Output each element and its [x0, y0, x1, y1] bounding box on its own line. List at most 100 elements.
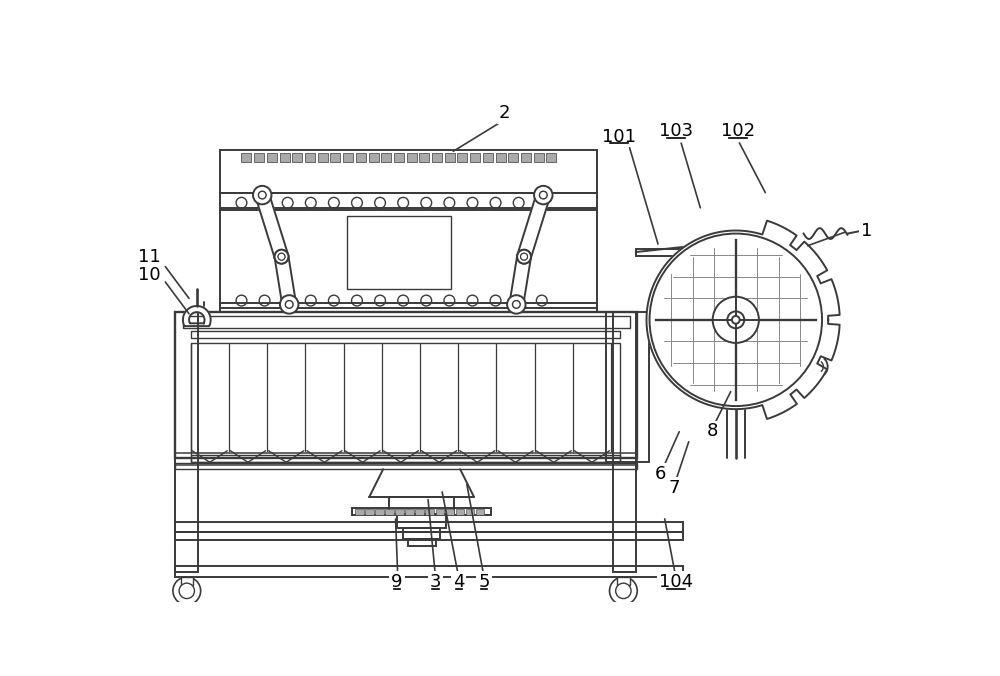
Bar: [397, 514, 446, 528]
Bar: [220, 193, 597, 210]
Circle shape: [507, 295, 526, 314]
Circle shape: [509, 297, 523, 312]
Text: 104: 104: [659, 573, 693, 591]
Bar: [191, 343, 620, 462]
Circle shape: [540, 191, 547, 199]
Bar: [175, 312, 198, 531]
Text: 101: 101: [602, 128, 636, 145]
Bar: [445, 153, 455, 162]
Bar: [220, 303, 597, 312]
Bar: [395, 509, 404, 515]
Circle shape: [513, 301, 520, 308]
Bar: [375, 509, 384, 515]
Bar: [175, 312, 637, 458]
Circle shape: [517, 249, 531, 264]
Circle shape: [253, 186, 271, 204]
Bar: [356, 153, 366, 162]
Bar: [267, 153, 277, 162]
Bar: [191, 331, 620, 337]
Circle shape: [616, 583, 631, 598]
Circle shape: [521, 254, 528, 260]
Polygon shape: [256, 193, 288, 259]
Bar: [292, 153, 302, 162]
Bar: [457, 153, 467, 162]
Bar: [181, 577, 193, 585]
Circle shape: [275, 249, 288, 264]
Polygon shape: [183, 306, 211, 326]
Bar: [496, 153, 506, 162]
Bar: [521, 153, 531, 162]
Bar: [175, 532, 198, 573]
Bar: [318, 153, 328, 162]
Bar: [617, 577, 630, 585]
Bar: [330, 153, 340, 162]
Circle shape: [539, 191, 547, 199]
Bar: [415, 509, 424, 515]
Circle shape: [713, 297, 759, 343]
Polygon shape: [275, 256, 296, 306]
Bar: [220, 208, 597, 308]
Bar: [305, 153, 315, 162]
Circle shape: [275, 249, 288, 264]
Circle shape: [521, 254, 528, 260]
Bar: [432, 153, 442, 162]
Bar: [381, 153, 391, 162]
Circle shape: [536, 188, 550, 202]
Bar: [352, 508, 491, 515]
Bar: [254, 153, 264, 162]
Bar: [175, 532, 683, 540]
Text: 11: 11: [138, 247, 160, 266]
Circle shape: [179, 583, 194, 598]
Text: 6: 6: [655, 465, 666, 483]
Text: 1: 1: [861, 222, 872, 240]
Polygon shape: [646, 220, 840, 419]
Circle shape: [278, 254, 285, 260]
Text: 3: 3: [430, 573, 441, 591]
Bar: [280, 153, 290, 162]
Polygon shape: [510, 256, 531, 306]
Bar: [425, 509, 434, 515]
Bar: [175, 522, 683, 532]
Text: 103: 103: [659, 122, 693, 140]
Text: 9: 9: [391, 573, 403, 591]
Bar: [389, 497, 454, 514]
Text: 7: 7: [668, 479, 680, 497]
Circle shape: [732, 316, 740, 324]
Bar: [470, 153, 480, 162]
Circle shape: [513, 301, 520, 308]
Bar: [456, 509, 464, 515]
Bar: [613, 312, 636, 531]
Bar: [407, 153, 417, 162]
Bar: [347, 216, 451, 289]
Bar: [175, 566, 683, 577]
Bar: [365, 509, 374, 515]
Circle shape: [255, 188, 269, 202]
Circle shape: [286, 301, 293, 308]
Text: 2: 2: [499, 105, 511, 122]
Bar: [220, 151, 597, 193]
Bar: [446, 509, 454, 515]
Text: 5: 5: [478, 573, 490, 591]
Circle shape: [285, 301, 293, 308]
Bar: [403, 528, 440, 539]
Bar: [606, 312, 649, 462]
Bar: [191, 454, 620, 462]
Text: 4: 4: [453, 573, 464, 591]
Bar: [183, 316, 630, 327]
Circle shape: [610, 577, 637, 605]
Bar: [476, 509, 484, 515]
Circle shape: [280, 295, 298, 314]
Circle shape: [517, 249, 531, 264]
Text: 8: 8: [707, 422, 718, 441]
Circle shape: [727, 312, 744, 329]
Circle shape: [173, 577, 201, 605]
Bar: [483, 153, 493, 162]
Bar: [241, 153, 251, 162]
Bar: [408, 539, 436, 546]
Bar: [394, 153, 404, 162]
Bar: [419, 153, 429, 162]
Circle shape: [534, 186, 553, 204]
Bar: [534, 153, 544, 162]
Bar: [636, 249, 680, 256]
Circle shape: [278, 254, 285, 260]
